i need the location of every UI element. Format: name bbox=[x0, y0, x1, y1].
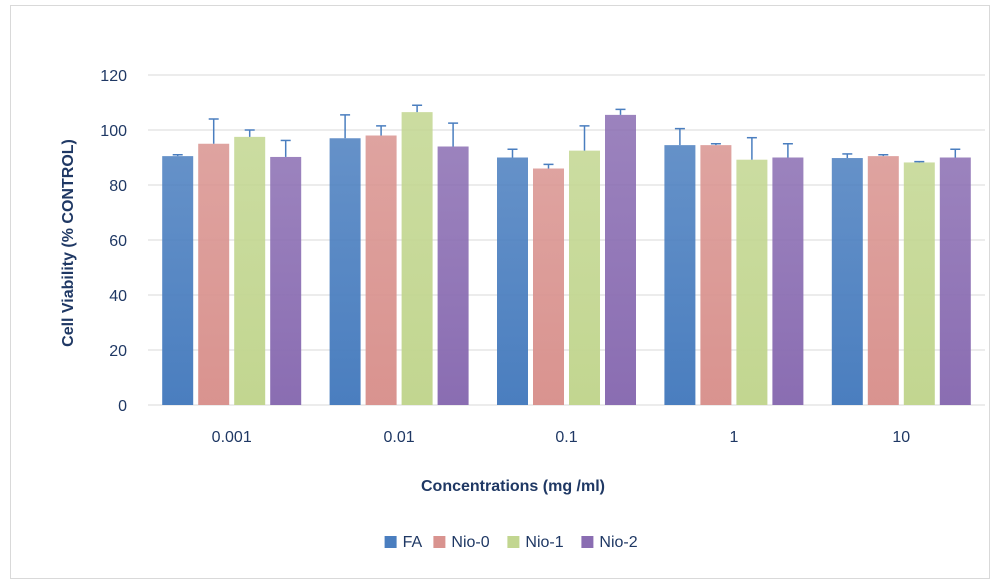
y-axis-title: Cell Viability (% CONTROL) bbox=[60, 139, 77, 347]
error-bar bbox=[710, 143, 721, 146]
error-bar bbox=[280, 139, 291, 157]
y-tick-label: 120 bbox=[100, 68, 127, 85]
legend-swatch bbox=[507, 536, 520, 548]
y-tick-label: 80 bbox=[109, 178, 127, 195]
bar-nio-1-10 bbox=[903, 162, 935, 405]
bar-nio-0-0.001 bbox=[198, 143, 230, 405]
legend-item-nio-0: Nio-0 bbox=[433, 534, 490, 551]
legend-label: Nio-1 bbox=[525, 534, 563, 551]
error-bar bbox=[842, 153, 853, 159]
error-bar bbox=[950, 148, 961, 158]
error-bar bbox=[543, 163, 554, 169]
legend-item-nio-1: Nio-1 bbox=[507, 534, 564, 551]
legend-swatch bbox=[384, 536, 397, 548]
y-tick-label: 20 bbox=[109, 343, 127, 360]
error-bar bbox=[340, 114, 351, 139]
bar-fa-10 bbox=[831, 158, 863, 405]
y-tick-labels: 0 20 40 60 80 100 120 bbox=[100, 68, 127, 415]
y-tick-label: 0 bbox=[118, 398, 127, 415]
x-axis-title: Concentrations (mg /ml) bbox=[421, 478, 605, 495]
bar-nio-1-0.01 bbox=[401, 112, 433, 405]
legend-label: FA bbox=[403, 534, 423, 551]
x-tick-label: 1 bbox=[729, 429, 738, 446]
error-bar bbox=[615, 108, 626, 115]
bar-nio-1-0.001 bbox=[234, 136, 266, 405]
bar-nio-1-1 bbox=[736, 159, 768, 405]
error-bar bbox=[914, 160, 925, 163]
legend-item-fa: FA bbox=[384, 534, 423, 551]
error-bars bbox=[172, 104, 961, 169]
legend-swatch bbox=[581, 536, 594, 548]
x-tick-labels: 0.001 0.01 0.1 1 10 bbox=[212, 429, 911, 446]
error-bar bbox=[579, 125, 590, 151]
error-bar bbox=[412, 104, 423, 113]
legend: FA Nio-0 Nio-1 Nio-2 bbox=[384, 534, 638, 551]
bar-nio-2-0.01 bbox=[437, 146, 469, 405]
legend-label: Nio-0 bbox=[451, 534, 489, 551]
error-bar bbox=[376, 125, 387, 136]
error-bar bbox=[172, 154, 183, 157]
x-tick-label: 0.01 bbox=[384, 429, 415, 446]
legend-label: Nio-2 bbox=[599, 534, 637, 551]
bar-nio-0-0.1 bbox=[533, 168, 564, 405]
error-bar bbox=[746, 136, 757, 160]
bar-nio-2-1 bbox=[772, 157, 804, 405]
bar-nio-2-10 bbox=[939, 157, 971, 405]
y-tick-label: 40 bbox=[109, 288, 127, 305]
bar-nio-0-1 bbox=[700, 145, 732, 405]
error-bar bbox=[448, 122, 459, 147]
y-tick-label: 60 bbox=[109, 233, 127, 250]
x-tick-label: 0.1 bbox=[555, 429, 577, 446]
y-tick-label: 100 bbox=[100, 123, 127, 140]
error-bar bbox=[244, 129, 255, 137]
legend-swatch bbox=[433, 536, 446, 548]
error-bar bbox=[208, 118, 219, 144]
error-bar bbox=[878, 154, 889, 157]
bar-fa-0.01 bbox=[329, 138, 361, 405]
x-tick-label: 0.001 bbox=[212, 429, 252, 446]
error-bar bbox=[782, 143, 793, 158]
bar-fa-0.1 bbox=[497, 157, 528, 405]
bar-nio-1-0.1 bbox=[569, 150, 600, 405]
error-bar bbox=[507, 148, 518, 158]
legend-item-nio-2: Nio-2 bbox=[581, 534, 638, 551]
bar-nio-0-10 bbox=[867, 156, 899, 405]
bar-nio-2-0.1 bbox=[605, 114, 636, 405]
bar-nio-0-0.01 bbox=[365, 135, 397, 405]
bar-nio-2-0.001 bbox=[270, 156, 302, 405]
error-bar bbox=[674, 127, 685, 146]
x-tick-label: 10 bbox=[892, 429, 910, 446]
bar-fa-1 bbox=[664, 145, 696, 405]
bar-fa-0.001 bbox=[162, 156, 194, 405]
bars bbox=[162, 112, 971, 405]
